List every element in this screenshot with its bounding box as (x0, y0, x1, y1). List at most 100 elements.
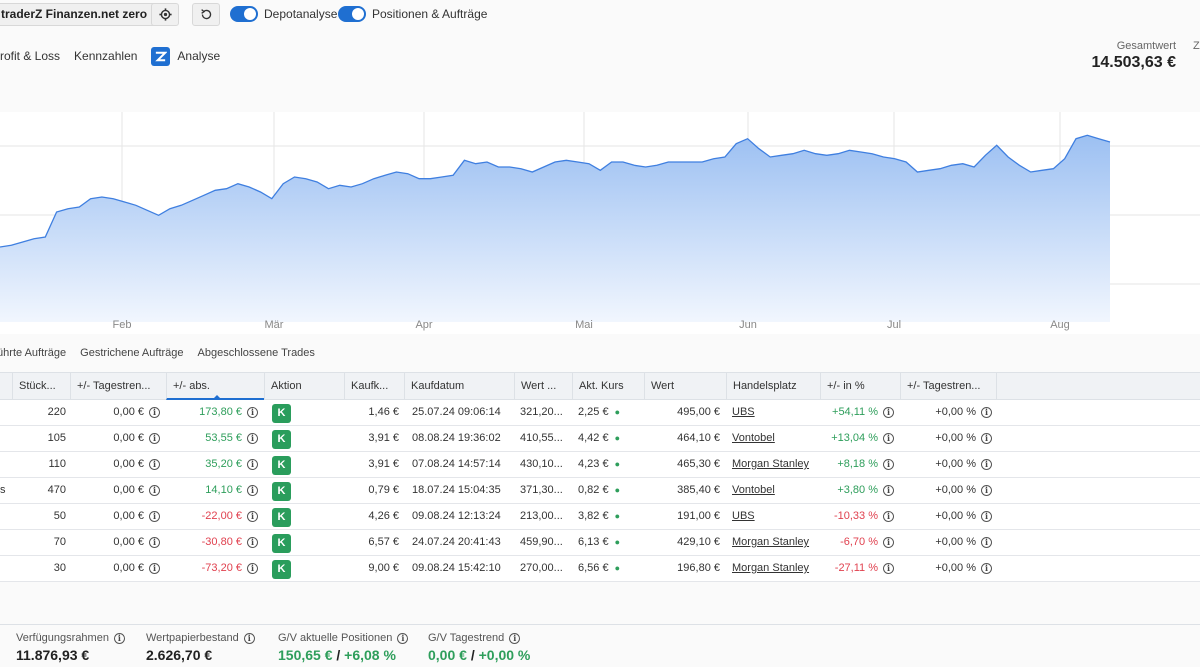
info-icon[interactable]: i (247, 562, 258, 574)
tab-kennzahlen[interactable]: Kennzahlen (74, 49, 138, 63)
table-row[interactable]: 110 0,00 € i 35,20 € i 3,91 € 07.08.24 14:57:1… (0, 452, 1200, 478)
toggle-switch[interactable] (230, 6, 258, 22)
cell-kaufkurs-value: 1,46 € (368, 406, 399, 418)
col-prozent[interactable]: +/- in % (820, 373, 900, 400)
info-icon[interactable]: i (247, 536, 258, 548)
info-icon[interactable]: i (149, 458, 160, 470)
cell-handelsplatz[interactable]: Vontobel (732, 426, 820, 451)
cell-wert-kauf: 213,00... (520, 504, 572, 529)
toggle-switch[interactable] (338, 6, 366, 22)
table-row[interactable]: 220 0,00 € i 173,80 € i 1,46 € 25.07.24 09:06:… (0, 400, 1200, 426)
info-icon[interactable]: i (883, 536, 894, 548)
cell-handelsplatz-value[interactable]: UBS (732, 510, 755, 522)
info-icon[interactable]: i (247, 484, 258, 496)
info-icon[interactable]: i (247, 432, 258, 444)
kauf-badge[interactable]: K (272, 508, 291, 527)
info-icon[interactable]: i (883, 458, 894, 470)
info-icon[interactable]: i (149, 536, 160, 548)
cell-handelsplatz[interactable]: Morgan Stanley (732, 530, 820, 555)
cell-stueck-value: 110 (48, 458, 66, 470)
tab-ausgefuehrte-auftraege[interactable]: führte Aufträge (0, 347, 67, 359)
col-tagestrend[interactable]: +/- Tagestren... (70, 373, 166, 400)
info-icon[interactable]: i (149, 484, 160, 496)
kauf-badge[interactable]: K (272, 534, 291, 553)
value-separator: / (466, 647, 479, 663)
info-icon[interactable]: i (883, 432, 894, 444)
verfuegungsrahmen-label-text: Verfügungsrahmen (16, 632, 109, 644)
table-row[interactable]: s 470 0,00 € i 14,10 € i 0,79 € 18.07.24 15:04:… (0, 478, 1200, 504)
cell-handelsplatz-value[interactable]: Vontobel (732, 432, 775, 444)
info-icon[interactable]: i (247, 406, 258, 418)
info-icon[interactable]: i (883, 510, 894, 522)
cell-tagestrend: 0,00 € i (70, 452, 160, 477)
info-icon[interactable]: i (397, 632, 409, 644)
gesamtwert-summary: Gesamtwert 14.503,63 € (1091, 40, 1176, 72)
table-body: 220 0,00 € i 173,80 € i 1,46 € 25.07.24 09:06:… (0, 400, 1200, 582)
cell-handelsplatz[interactable]: Morgan Stanley (732, 556, 820, 581)
col-stueck[interactable]: Stück... (12, 373, 70, 400)
kauf-badge[interactable]: K (272, 456, 291, 475)
cell-handelsplatz-value[interactable]: UBS (732, 406, 755, 418)
table-row[interactable]: 70 0,00 € i -30,80 € i 6,57 € 24.07.24 20:41:4… (0, 530, 1200, 556)
tab-gestrichene-auftraege[interactable]: Gestrichene Aufträge (80, 347, 184, 359)
kauf-badge[interactable]: K (272, 482, 291, 501)
toggle-positionen[interactable]: Positionen & Aufträge (338, 6, 487, 22)
cell-handelsplatz-value[interactable]: Morgan Stanley (732, 458, 810, 470)
cell-handelsplatz[interactable]: Morgan Stanley (732, 452, 820, 477)
depot-selector-button[interactable]: traderZ Finanzen.net zero (0, 3, 159, 26)
settings-button[interactable] (151, 3, 179, 26)
info-icon[interactable]: i (981, 432, 992, 444)
cell-handelsplatz-value[interactable]: Morgan Stanley (732, 562, 810, 574)
tab-analyse[interactable]: Analyse (151, 46, 220, 66)
info-icon[interactable]: i (113, 632, 125, 644)
info-icon[interactable]: i (981, 406, 992, 418)
cell-abs: 14,10 € i (166, 478, 258, 503)
info-icon[interactable]: i (981, 536, 992, 548)
col-handelsplatz[interactable]: Handelsplatz (726, 373, 820, 400)
info-icon[interactable]: i (243, 632, 255, 644)
col-aktion[interactable]: Aktion (264, 373, 344, 400)
kauf-badge[interactable]: K (272, 430, 291, 449)
info-icon[interactable]: i (883, 562, 894, 574)
cell-wert: 191,00 € (644, 504, 720, 529)
verfuegungsrahmen: Verfügungsrahmen i 11.876,93 € (16, 632, 125, 663)
kauf-badge[interactable]: K (272, 404, 291, 423)
cell-handelsplatz-value[interactable]: Vontobel (732, 484, 775, 496)
col-tagestrend2[interactable]: +/- Tagestren... (900, 373, 997, 400)
cell-prozent-value: -10,33 % (833, 510, 878, 522)
table-row[interactable]: 105 0,00 € i 53,55 € i 3,91 € 08.08.24 19:36:0… (0, 426, 1200, 452)
info-icon[interactable]: i (981, 562, 992, 574)
col-wert-kauf[interactable]: Wert ... (514, 373, 572, 400)
cell-handelsplatz[interactable]: Vontobel (732, 478, 820, 503)
info-icon[interactable]: i (149, 510, 160, 522)
portfolio-chart[interactable]: Feb Mär Apr Mai Jun Jul Aug (0, 112, 1200, 334)
kauf-badge[interactable]: K (272, 560, 291, 579)
toggle-depotanalyse[interactable]: Depotanalyse (230, 6, 337, 22)
table-row[interactable]: 30 0,00 € i -73,20 € i 9,00 € 09.08.24 15:42:1… (0, 556, 1200, 582)
table-row[interactable]: 50 0,00 € i -22,00 € i 4,26 € 09.08.24 12:13:2… (0, 504, 1200, 530)
refresh-button[interactable] (192, 3, 220, 26)
info-icon[interactable]: i (883, 484, 894, 496)
cell-tagestrend-value: 0,00 € (113, 484, 144, 496)
col-abs[interactable]: +/- abs. (166, 373, 264, 400)
info-icon[interactable]: i (247, 458, 258, 470)
info-icon[interactable]: i (509, 632, 521, 644)
cell-handelsplatz[interactable]: UBS (732, 504, 820, 529)
col-kaufkurs[interactable]: Kaufk... (344, 373, 404, 400)
cell-handelsplatz[interactable]: UBS (732, 400, 820, 425)
info-icon[interactable]: i (247, 510, 258, 522)
info-icon[interactable]: i (981, 510, 992, 522)
col-wert[interactable]: Wert (644, 373, 726, 400)
info-icon[interactable]: i (883, 406, 894, 418)
info-icon[interactable]: i (981, 484, 992, 496)
tab-abgeschlossene-trades[interactable]: Abgeschlossene Trades (197, 347, 315, 359)
cell-handelsplatz-value[interactable]: Morgan Stanley (732, 536, 810, 548)
col-kaufdatum[interactable]: Kaufdatum (404, 373, 514, 400)
col-akt-kurs[interactable]: Akt. Kurs (572, 373, 644, 400)
info-icon[interactable]: i (149, 432, 160, 444)
tab-profit-loss[interactable]: rofit & Loss (0, 49, 61, 63)
info-icon[interactable]: i (149, 562, 160, 574)
gv-trend-pct: +0,00 % (478, 647, 531, 663)
info-icon[interactable]: i (149, 406, 160, 418)
info-icon[interactable]: i (981, 458, 992, 470)
